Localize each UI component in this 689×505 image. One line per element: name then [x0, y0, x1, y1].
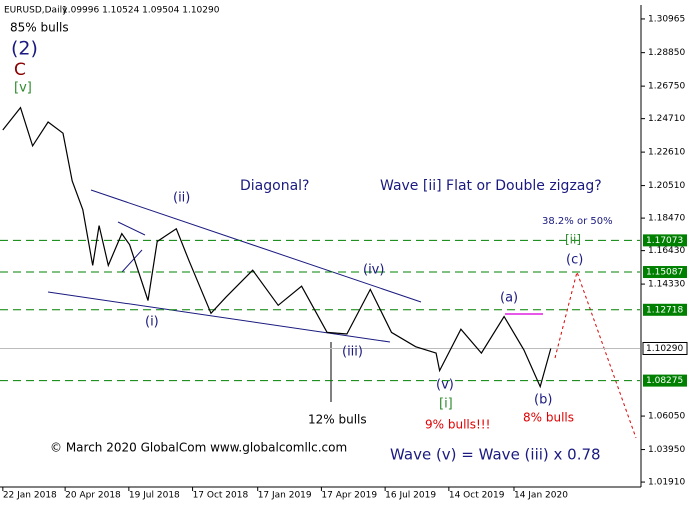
annotation: [i]: [439, 397, 453, 412]
trendline: [117, 221, 146, 236]
level-label: 1.12718: [646, 305, 683, 315]
y-tick-label: 1.18470: [648, 214, 685, 224]
x-tick-label: 14 Jan 2020: [514, 491, 568, 501]
level-label-box: [643, 303, 687, 316]
annotation: 8% bulls: [523, 411, 574, 425]
annotation: [ii]: [565, 233, 581, 247]
level-label: 1.17073: [646, 236, 683, 246]
x-tick-label: 14 Oct 2019: [449, 491, 505, 501]
annotation: (b): [534, 393, 552, 408]
y-tick-label: 1.20510: [648, 181, 685, 191]
trendline: [47, 291, 391, 343]
y-tick-label: 1.03950: [648, 445, 685, 455]
x-tick-label: 17 Oct 2018: [193, 491, 249, 501]
annotation: (iv): [363, 263, 384, 278]
y-tick-label: 1.22610: [648, 148, 685, 158]
annotation: Wave (v) = Wave (iii) x 0.78: [390, 446, 601, 464]
trendline: [121, 249, 143, 273]
annotation: 85% bulls: [10, 21, 69, 35]
level-label: 1.08275: [646, 376, 683, 386]
projection: [554, 270, 637, 439]
annotation: 38.2% or 50%: [542, 216, 613, 227]
y-tick-label: 1.30965: [648, 14, 685, 24]
annotation: (ii): [173, 191, 190, 206]
x-tick-label: 22 Jan 2018: [3, 491, 57, 501]
chart-title: EURUSD,Daily: [4, 6, 68, 16]
annotation: (c): [566, 253, 583, 268]
level-label-box: [643, 266, 687, 279]
annotation: Wave [ii] Flat or Double zigzag?: [380, 178, 602, 194]
annotation: [v]: [14, 81, 32, 96]
last-price-box: [642, 341, 688, 355]
trendline: [90, 189, 422, 303]
y-tick-label: 1.28850: [648, 48, 685, 58]
annotation: © March 2020 GlobalCom www.globalcomllc.…: [50, 441, 347, 455]
annotation: 12% bulls: [308, 413, 367, 427]
x-tick-label: 17 Jan 2019: [258, 491, 312, 501]
annotation: 9% bulls!!!: [425, 418, 490, 432]
level-label: 1.15087: [646, 268, 683, 278]
y-tick-label: 1.26750: [648, 82, 685, 92]
y-tick-label: 1.16430: [648, 246, 685, 256]
last-price-label: 1.10290: [646, 344, 683, 354]
y-tick-label: 1.24710: [648, 114, 685, 124]
x-tick-label: 17 Apr 2019: [321, 491, 377, 501]
y-tick-label: 1.14330: [648, 280, 685, 290]
annotation: C: [14, 60, 26, 80]
annotation: (2): [11, 38, 38, 60]
annotation: (a): [500, 291, 518, 306]
y-tick-label: 1.01910: [648, 478, 685, 488]
level-label-box: [643, 234, 687, 247]
annotation: (i): [145, 315, 159, 330]
annotation: Diagonal?: [240, 178, 309, 194]
price-line: [2, 106, 552, 389]
x-tick-label: 16 Jul 2019: [385, 491, 436, 501]
annotation: (v): [436, 378, 454, 393]
y-tick-label: 1.06050: [648, 412, 685, 422]
level-label-box: [643, 374, 687, 387]
x-tick-label: 19 Jul 2018: [129, 491, 180, 501]
ohlc: 1.09996 1.10524 1.09504 1.10290: [62, 6, 220, 16]
annotation: (iii): [342, 345, 363, 360]
x-tick-label: 20 Apr 2018: [65, 491, 121, 501]
